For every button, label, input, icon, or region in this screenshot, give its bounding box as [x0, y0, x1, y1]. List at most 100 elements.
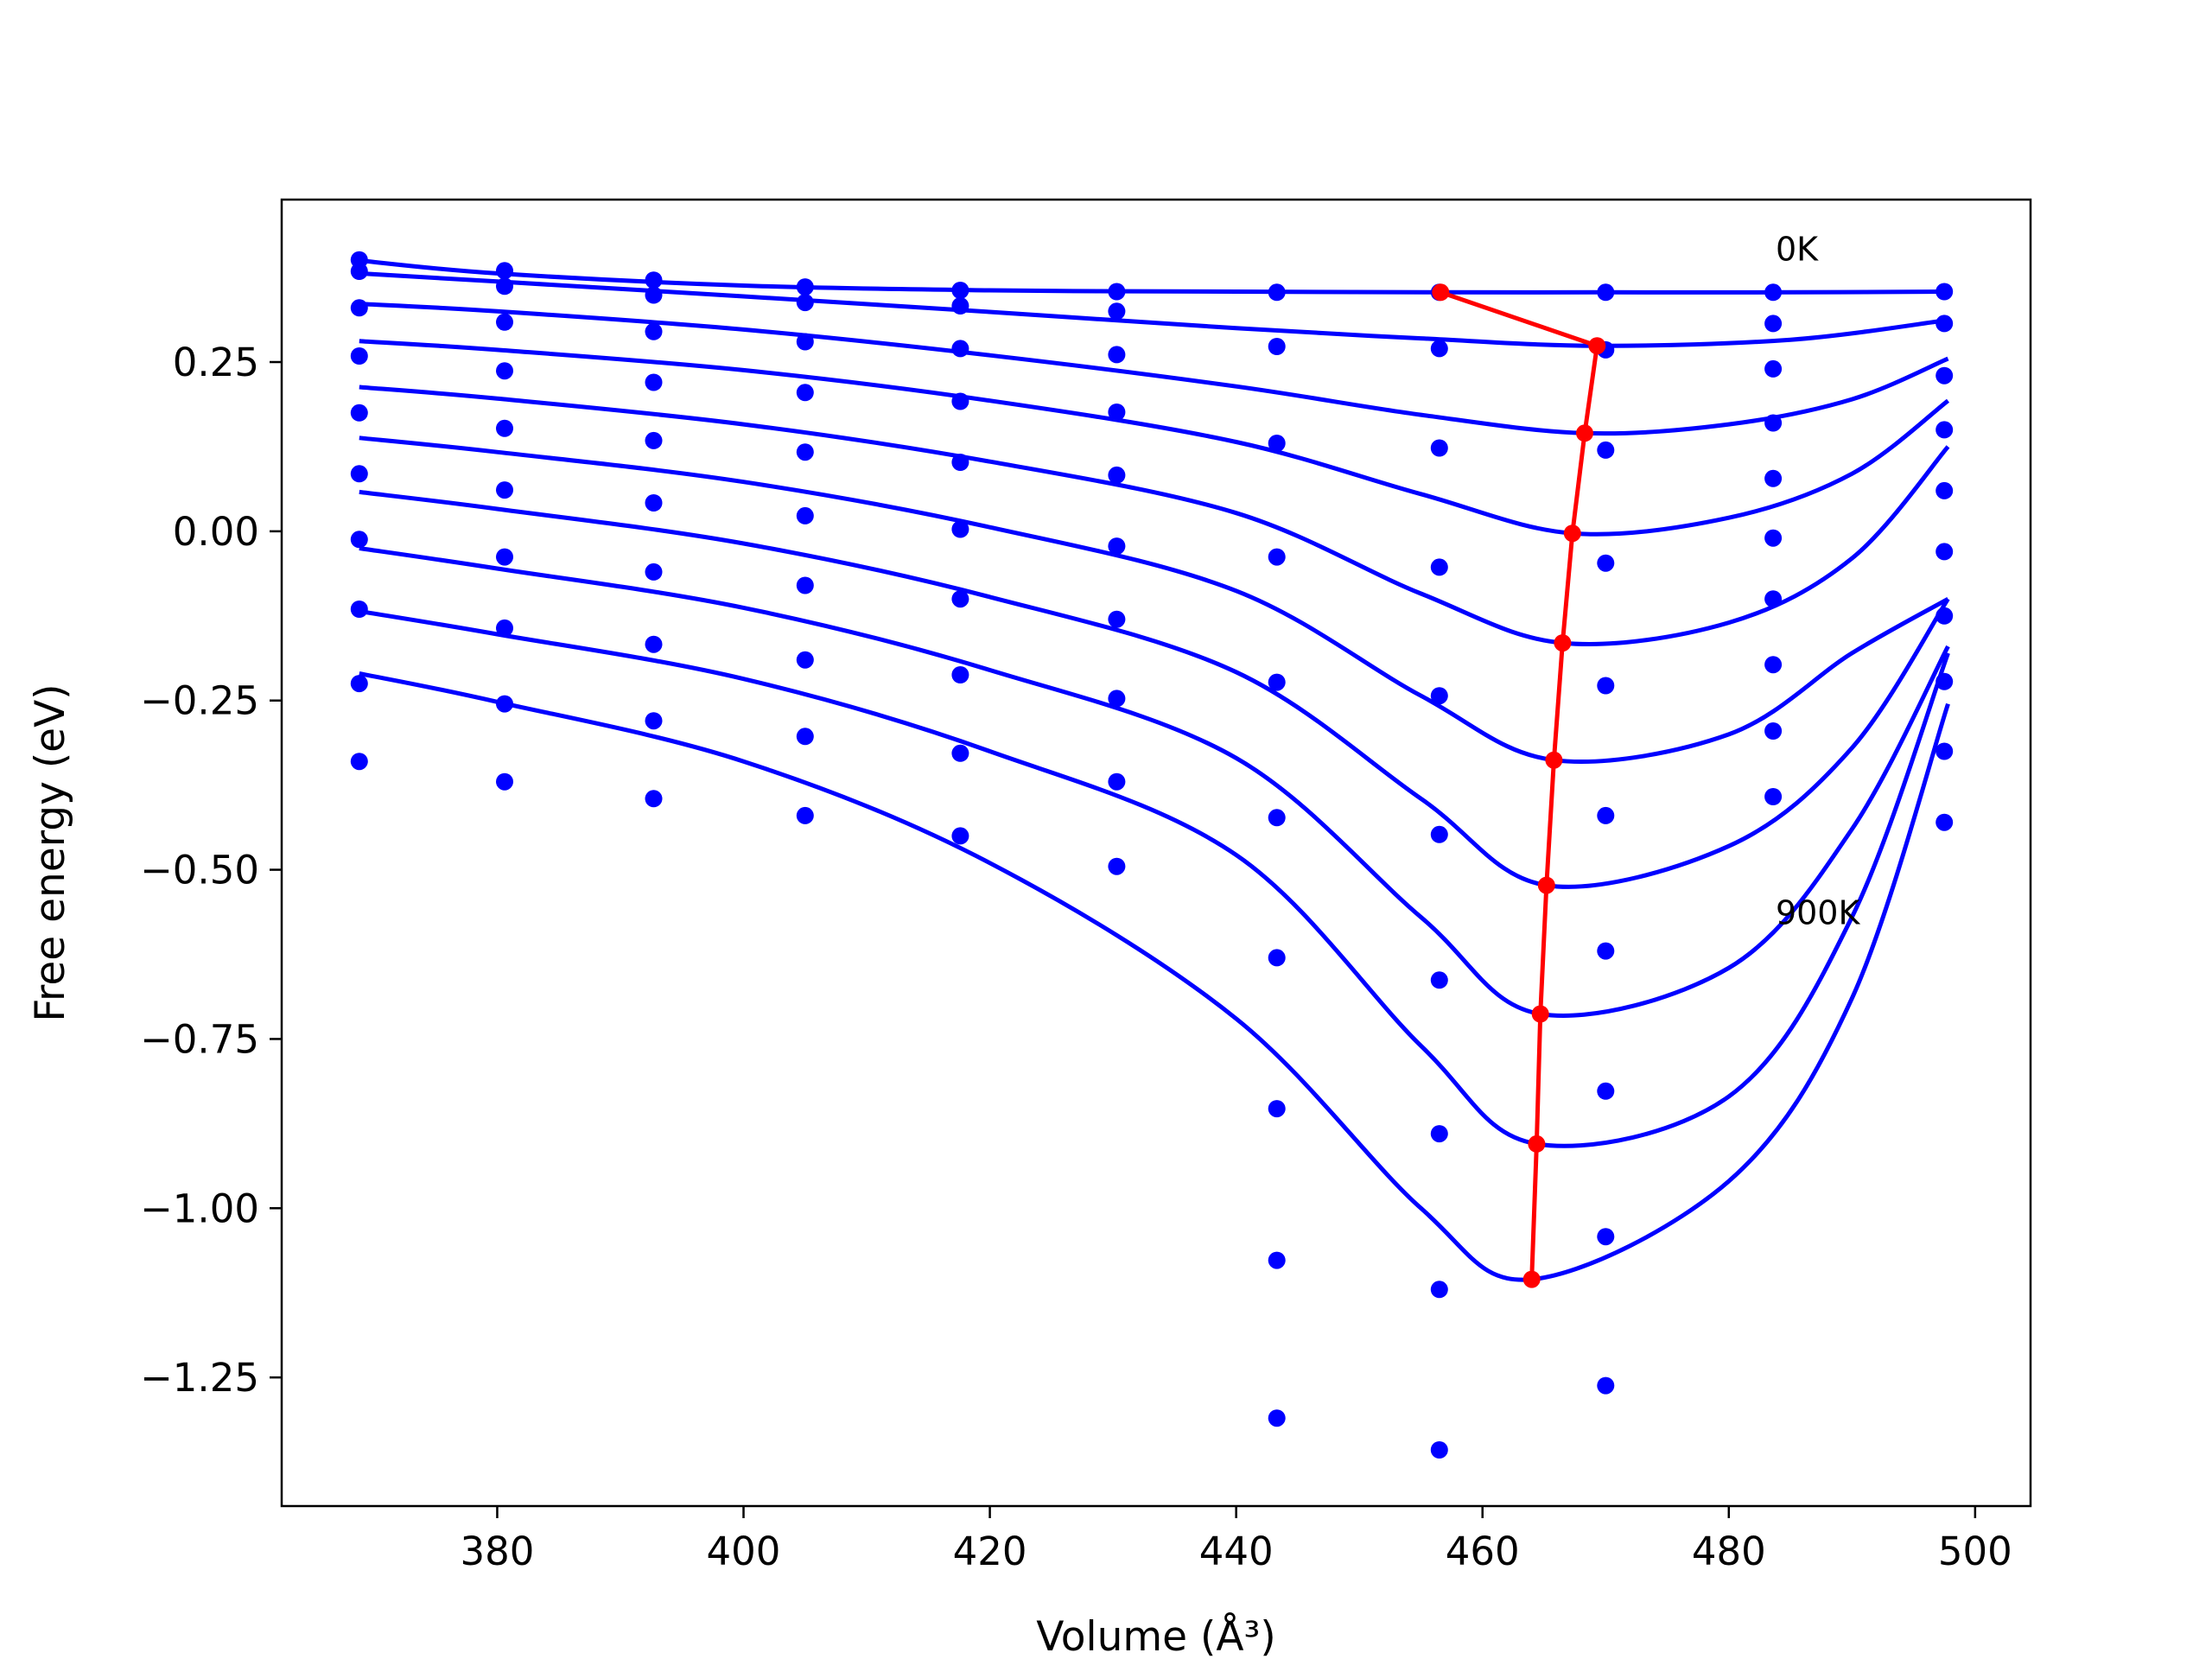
fit-curve-0K — [359, 258, 1948, 295]
data-point — [1597, 1228, 1615, 1246]
data-point — [1597, 806, 1615, 824]
minimum-point — [1522, 1270, 1541, 1288]
data-point — [1430, 439, 1448, 457]
data-point — [645, 494, 663, 512]
x-tick-label: 460 — [1446, 1529, 1520, 1574]
data-point — [1430, 1125, 1448, 1143]
data-point — [951, 666, 969, 683]
minimum-point — [1576, 424, 1593, 442]
fit-curve-300K — [359, 339, 1950, 537]
y-axis-ticks: 0.25 0.00 −0.25 −0.50 −0.75 −1.00 −1.25 — [140, 340, 282, 1401]
data-point — [1764, 656, 1783, 674]
data-point — [1936, 813, 1954, 831]
data-point — [1764, 283, 1783, 302]
data-point — [1430, 687, 1448, 705]
data-point — [1597, 1082, 1615, 1100]
data-point — [350, 263, 368, 280]
minimum-point — [1537, 876, 1555, 894]
data-point — [496, 481, 513, 499]
data-point — [1268, 949, 1286, 967]
data-point — [1936, 742, 1954, 760]
data-point — [350, 404, 368, 422]
data-point — [350, 601, 368, 618]
data-point — [496, 419, 513, 437]
data-point — [1108, 283, 1126, 301]
y-tick-label: −0.75 — [140, 1016, 259, 1062]
data-point — [796, 728, 814, 746]
data-point — [1108, 302, 1126, 321]
data-point — [350, 753, 368, 771]
data-point — [1936, 366, 1954, 385]
data-point — [1597, 677, 1615, 695]
minimum-point — [1545, 751, 1563, 769]
data-point — [1597, 942, 1615, 960]
data-point — [350, 531, 368, 549]
data-point — [1430, 558, 1448, 576]
data-point — [645, 712, 663, 730]
data-point — [645, 271, 663, 289]
minimum-point — [1554, 634, 1572, 652]
data-point — [951, 454, 969, 471]
data-point — [645, 373, 663, 391]
data-point — [350, 675, 368, 693]
data-point — [1268, 548, 1286, 566]
y-tick-label: −1.00 — [140, 1185, 259, 1231]
data-point — [1764, 788, 1783, 805]
data-point — [951, 744, 969, 762]
y-tick-label: −1.25 — [140, 1355, 259, 1401]
data-point — [1936, 421, 1954, 439]
data-point — [796, 294, 814, 312]
fit-curve-600K — [359, 489, 1950, 889]
x-axis-label: Volume (Å³) — [1036, 1613, 1275, 1659]
data-point — [1430, 340, 1448, 358]
data-point — [951, 282, 969, 299]
data-point — [951, 827, 969, 845]
x-tick-label: 500 — [1938, 1529, 2012, 1574]
data-point — [1764, 315, 1783, 333]
data-point — [796, 443, 814, 461]
x-tick-label: 420 — [953, 1529, 1027, 1574]
fit-curve-800K — [359, 608, 1950, 1148]
data-point — [496, 619, 513, 637]
data-point — [1936, 481, 1954, 499]
data-point — [1108, 772, 1126, 791]
x-tick-label: 380 — [460, 1529, 534, 1574]
data-point — [496, 262, 513, 280]
data-point — [1430, 1441, 1448, 1459]
data-point — [350, 465, 368, 483]
plot-frame — [280, 198, 2032, 1508]
data-point — [1108, 610, 1126, 628]
annotation-label: 900K — [1776, 893, 1861, 931]
x-axis-ticks: 380 400 420 440 460 480 500 — [460, 1506, 2012, 1574]
data-point — [1108, 466, 1126, 484]
data-point — [1764, 529, 1783, 547]
data-point — [1597, 554, 1615, 572]
data-point — [1268, 1100, 1286, 1118]
data-point — [951, 392, 969, 410]
data-point — [796, 651, 814, 669]
data-point — [496, 548, 513, 566]
minimum-point — [1563, 524, 1581, 543]
data-point — [1268, 809, 1286, 827]
data-point — [496, 695, 513, 713]
fit-curves — [359, 258, 1950, 1282]
minima-path — [1432, 283, 1606, 1288]
data-point — [1108, 690, 1126, 708]
data-point — [1108, 537, 1126, 556]
data-point — [951, 297, 969, 315]
data-point — [496, 277, 513, 296]
data-point — [1268, 673, 1286, 691]
data-point — [1597, 1376, 1615, 1395]
minimum-point — [1432, 283, 1450, 302]
data-point — [1430, 1281, 1448, 1299]
data-point — [350, 347, 368, 365]
data-point — [496, 313, 513, 331]
data-point — [1108, 404, 1126, 421]
data-point — [1108, 346, 1126, 364]
fit-curve-900K — [359, 671, 1950, 1282]
data-point — [951, 520, 969, 538]
data-point — [796, 333, 814, 351]
minimum-point — [1588, 337, 1606, 355]
